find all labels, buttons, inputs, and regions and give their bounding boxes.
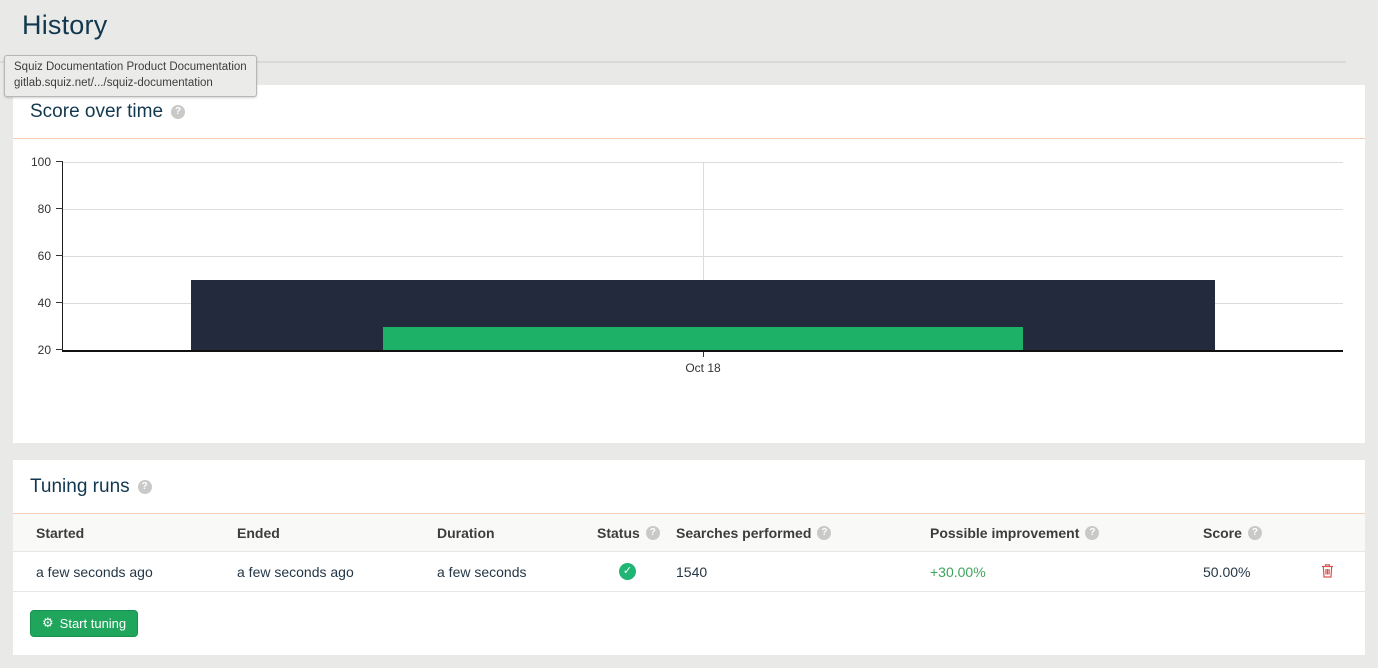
col-searches-performed: Searches performed ? — [676, 525, 930, 541]
improvement-cell: +30.00% — [930, 563, 986, 580]
score-over-time-panel: Score over time ? 100 80 60 40 20 — [13, 85, 1365, 443]
delete-run-button[interactable] — [1321, 563, 1334, 578]
start-tuning-label: Start tuning — [59, 616, 127, 631]
tooltip-title: Squiz Documentation Product Documentatio… — [14, 61, 247, 73]
y-axis-label-100: 100 — [30, 155, 51, 169]
searches-cell: 1540 — [676, 563, 708, 580]
tooltip-url: gitlab.squiz.net/.../squiz-documentation — [14, 76, 213, 89]
col-started: Started — [36, 524, 85, 541]
col-status: Status ? — [597, 525, 676, 541]
trash-icon — [1322, 563, 1333, 578]
help-icon[interactable]: ? — [1085, 525, 1100, 540]
tuning-panel-title: Tuning runs — [30, 475, 130, 497]
col-ended: Ended — [237, 524, 280, 541]
y-axis-label-40: 40 — [37, 296, 51, 310]
gear-icon: ⚙ — [42, 616, 54, 631]
tuning-runs-table: Started Ended Duration Status ? Searches… — [13, 514, 1365, 592]
x-axis-label: Oct 18 — [685, 361, 721, 375]
y-tick — [56, 208, 63, 209]
gridline-oct18 — [703, 162, 704, 350]
help-icon[interactable]: ? — [817, 525, 832, 540]
col-duration: Duration — [437, 524, 495, 541]
tuning-panel-header: Tuning runs ? — [13, 460, 1365, 514]
help-icon[interactable]: ? — [1247, 525, 1262, 540]
score-panel-title: Score over time — [30, 100, 164, 122]
page-header: History — [0, 0, 1378, 41]
y-tick — [56, 349, 63, 350]
y-tick — [56, 255, 63, 256]
y-axis-label-20: 20 — [37, 343, 51, 357]
col-score: Score ? — [1203, 525, 1303, 541]
duration-cell: a few seconds — [437, 563, 527, 580]
table-header-row: Started Ended Duration Status ? Searches… — [13, 514, 1365, 552]
help-icon[interactable]: ? — [645, 525, 660, 540]
chart-plot-area: 100 80 60 40 20 Oct 18 — [31, 155, 1343, 375]
success-check-icon: ✓ — [619, 563, 636, 580]
header-divider — [0, 61, 1346, 63]
actions-cell — [1303, 563, 1342, 581]
help-icon[interactable]: ? — [137, 479, 152, 494]
score-cell: 50.00% — [1203, 563, 1251, 580]
help-icon[interactable]: ? — [171, 104, 186, 119]
y-axis-label-60: 60 — [37, 249, 51, 263]
y-tick — [56, 302, 63, 303]
tuning-runs-panel: Tuning runs ? Started Ended Duration Sta… — [13, 460, 1365, 655]
col-possible-improvement: Possible improvement ? — [930, 525, 1203, 541]
start-tuning-button[interactable]: ⚙ Start tuning — [30, 610, 139, 637]
status-cell: ✓ — [597, 563, 676, 580]
y-axis-label-80: 80 — [37, 202, 51, 216]
x-tick — [703, 352, 704, 357]
link-tooltip: Squiz Documentation Product Documentatio… — [4, 55, 257, 98]
started-cell: a few seconds ago — [36, 563, 153, 580]
y-tick — [56, 161, 63, 162]
score-chart: 100 80 60 40 20 Oct 18 — [13, 139, 1365, 442]
possible-improvement-bar[interactable] — [383, 326, 1023, 350]
score-panel-header: Score over time ? — [13, 85, 1365, 139]
page-title: History — [22, 10, 108, 40]
ended-cell: a few seconds ago — [237, 563, 354, 580]
table-row: a few seconds ago a few seconds ago a fe… — [13, 552, 1365, 592]
